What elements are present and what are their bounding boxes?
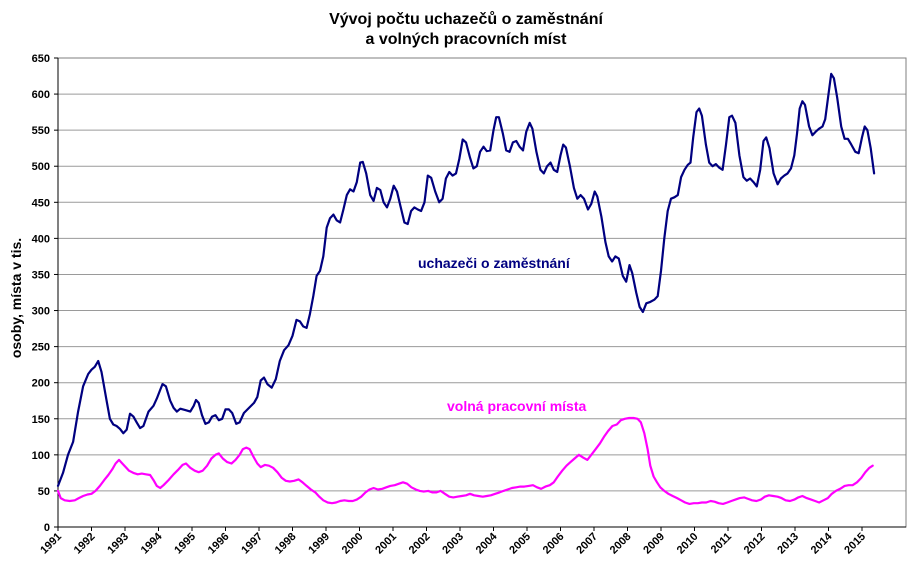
y-tick-label: 100 [32,450,50,462]
y-tick-label: 450 [32,197,50,209]
series-label-uchazeci: uchazeči o zaměstnání [418,255,571,271]
x-tick-label: 2009 [641,531,667,557]
y-tick-label: 550 [32,125,50,137]
x-tick-label: 2000 [340,531,366,557]
x-tick-label: 2010 [675,531,701,557]
plot-frame [57,57,907,528]
y-tick-label: 150 [32,414,50,426]
y-axis: 0 50 100 150 200 250 300 350 400 450 500 550 600 650 [32,53,59,534]
x-tick-label: 2008 [608,531,634,557]
x-tick-label: 1998 [273,531,299,557]
x-tick-label: 1995 [172,531,198,557]
y-tick-label: 650 [32,53,50,65]
y-tick-label: 350 [32,269,50,281]
y-tick-label: 250 [32,342,50,354]
x-tick-label: 2006 [541,531,567,557]
y-tick-label: 400 [32,233,50,245]
x-tick-label: 2013 [775,531,801,557]
x-tick-label: 2002 [407,531,433,557]
y-tick-label: 0 [44,522,50,534]
x-tick-label: 2001 [373,531,399,557]
x-tick-label: 2007 [574,531,600,557]
y-axis-label: osoby, místa v tis. [8,238,24,358]
y-tick-label: 500 [32,161,50,173]
x-tick-label: 1996 [206,531,232,557]
x-tick-label: 2014 [809,530,835,556]
x-tick-label: 1992 [72,531,98,557]
series-label-volna-mista: volná pracovní místa [447,398,586,414]
x-tick-label: 1997 [239,531,265,557]
chart-title-line-2: a volných pracovních míst [366,31,568,48]
x-tick-label: 2011 [709,531,734,556]
series-lines [56,72,876,505]
chart-title-line-1: Vývoj počtu uchazečů o zaměstnání [329,11,603,28]
x-tick-label: 1994 [139,530,165,556]
x-tick-label: 2012 [742,531,768,557]
y-tick-label: 300 [32,306,50,318]
y-tick-label: 50 [38,486,50,498]
x-tick-label: 1991 [38,531,64,557]
x-axis: 1991 1992 1993 1994 1995 1996 1997 1998 1999 2000… [38,526,906,557]
x-tick-label: 2003 [440,531,466,557]
gridlines [58,93,906,492]
x-tick-label: 2005 [507,531,533,557]
series-line-1 [56,416,874,505]
series-line-0 [56,72,876,487]
x-tick-label: 2015 [842,531,868,557]
y-tick-label: 200 [32,378,50,390]
x-tick-label: 2004 [474,530,500,556]
y-tick-label: 600 [32,89,50,101]
x-tick-label: 1993 [105,531,131,557]
x-tick-label: 1999 [306,531,332,557]
